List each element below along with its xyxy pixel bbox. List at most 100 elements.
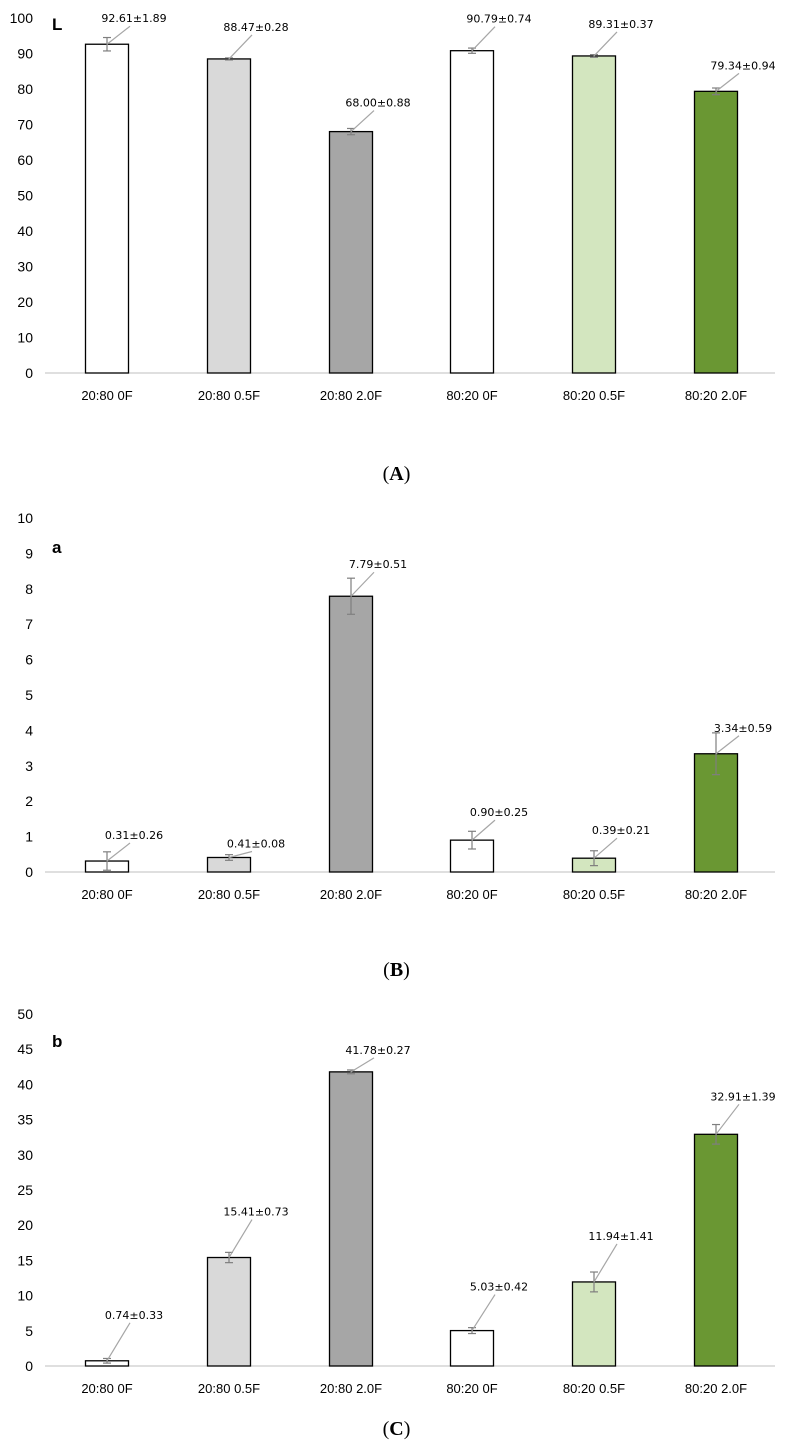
y-tick-label: 2 [25, 793, 33, 809]
y-tick-label: 15 [17, 1252, 33, 1268]
y-tick-label: 6 [25, 652, 33, 668]
x-category-label: 20:80 0F [81, 1381, 132, 1396]
x-category-label: 80:20 0.5F [563, 1381, 625, 1396]
chart-panel-b: 0 1 2 3 4 5 6 7 8 9 10 a 0.31±0.26 20:80 0F 0.41±0.08 2… [0, 505, 793, 905]
x-category-label: 80:20 0.5F [563, 388, 625, 400]
bar [449, 1329, 495, 1367]
bar [571, 1281, 617, 1367]
x-category-label: 20:80 0F [81, 887, 132, 902]
data-label: 3.34±0.59 [714, 722, 772, 735]
bar [693, 1133, 739, 1367]
data-label: 0.41±0.08 [227, 837, 285, 850]
panel-label: a [52, 538, 62, 557]
bar [449, 50, 495, 374]
x-category-label: 20:80 0.5F [198, 1381, 260, 1396]
data-label: 5.03±0.42 [470, 1281, 528, 1294]
bar [84, 43, 130, 374]
x-category-label: 20:80 0.5F [198, 887, 260, 902]
data-label: 0.90±0.25 [470, 806, 528, 819]
y-tick-label: 25 [17, 1182, 33, 1198]
y-tick-label: 0 [25, 365, 33, 381]
panel-label: b [52, 1032, 62, 1051]
y-tick-label: 35 [17, 1112, 33, 1128]
y-tick-label: 5 [25, 1323, 33, 1339]
y-tick-label: 10 [17, 330, 33, 346]
data-label-leader [471, 819, 496, 841]
data-label-leader [350, 1057, 375, 1073]
y-tick-label: 9 [25, 545, 33, 561]
y-tick-label: 8 [25, 581, 33, 597]
y-tick-label: 50 [17, 188, 33, 204]
x-category-label: 20:80 2.0F [320, 388, 382, 400]
data-label: 68.00±0.88 [345, 97, 410, 110]
bar [328, 595, 374, 873]
bar [206, 58, 252, 374]
data-label-leader [715, 1103, 740, 1135]
data-label-leader [106, 842, 131, 862]
data-label-leader [471, 26, 496, 52]
chart-panel-c: 0 5 10 15 20 25 30 35 40 45 50 b 0.74±0.33 20:80 0F 15… [0, 1000, 793, 1400]
data-label: 11.94±1.41 [588, 1230, 653, 1243]
x-category-label: 80:20 2.0F [685, 1381, 747, 1396]
y-tick-label: 80 [17, 81, 33, 97]
chart-b-svg: 0 1 2 3 4 5 6 7 8 9 10 a 0.31±0.26 20:80 0F 0.41±0.08 2… [17, 510, 775, 902]
x-category-label: 80:20 0F [446, 1381, 497, 1396]
data-label: 92.61±1.89 [101, 12, 166, 25]
y-tick-label: 50 [17, 1006, 33, 1022]
bar [693, 90, 739, 374]
y-tick-label: 0 [25, 864, 33, 880]
data-label-leader [593, 1243, 618, 1283]
bar [328, 130, 374, 374]
data-label-leader [106, 25, 131, 45]
data-label: 32.91±1.39 [710, 1090, 775, 1103]
data-label: 88.47±0.28 [223, 21, 288, 34]
data-label: 15.41±0.73 [223, 1206, 288, 1219]
data-label-leader [228, 1219, 253, 1258]
x-category-label: 20:80 0F [81, 388, 132, 400]
x-category-label: 80:20 2.0F [685, 887, 747, 902]
bar [571, 55, 617, 374]
bar [206, 1256, 252, 1367]
y-tick-label: 5 [25, 687, 33, 703]
data-label-leader [715, 72, 740, 92]
x-category-label: 80:20 0F [446, 887, 497, 902]
data-label-leader [715, 735, 740, 755]
chart-c-svg: 0 5 10 15 20 25 30 35 40 45 50 b 0.74±0.33 20:80 0F 15… [17, 1006, 775, 1396]
bar [328, 1071, 374, 1367]
y-tick-label: 40 [17, 1076, 33, 1092]
data-label: 7.79±0.51 [349, 558, 407, 571]
y-tick-label: 7 [25, 616, 33, 632]
data-label: 0.31±0.26 [105, 829, 163, 842]
y-tick-label: 70 [17, 117, 33, 133]
data-label: 89.31±0.37 [588, 18, 653, 31]
y-tick-label: 10 [17, 510, 33, 526]
y-tick-label: 20 [17, 294, 33, 310]
data-label-leader [350, 571, 375, 597]
chart-panel-a: 0 10 20 30 40 50 60 70 80 90 100 L 92.61±1.89 20:80 0… [0, 0, 793, 400]
data-label-leader [593, 837, 618, 859]
y-tick-label: 100 [10, 10, 34, 26]
data-label-leader [106, 1322, 131, 1362]
data-label-leader [228, 850, 253, 859]
caption-b: (B) [383, 959, 410, 981]
caption-c-letter: C [389, 1418, 404, 1440]
caption-b-letter: B [389, 959, 404, 981]
data-label: 41.78±0.27 [345, 1044, 410, 1057]
y-tick-label: 30 [17, 259, 33, 275]
y-tick-label: 30 [17, 1147, 33, 1163]
data-label-leader [350, 110, 375, 133]
data-label: 90.79±0.74 [466, 13, 531, 26]
chart-a-svg: 0 10 20 30 40 50 60 70 80 90 100 L 92.61±1.89 20:80 0… [10, 10, 776, 400]
y-tick-label: 60 [17, 152, 33, 168]
data-label-leader [593, 31, 618, 57]
caption-a-letter: A [389, 463, 404, 485]
data-label: 79.34±0.94 [710, 59, 775, 72]
y-tick-label: 90 [17, 46, 33, 62]
x-category-label: 20:80 0.5F [198, 388, 260, 400]
x-category-label: 80:20 2.0F [685, 388, 747, 400]
x-category-label: 80:20 0F [446, 388, 497, 400]
y-tick-label: 45 [17, 1041, 33, 1057]
x-category-label: 20:80 2.0F [320, 887, 382, 902]
y-tick-label: 3 [25, 758, 33, 774]
y-tick-label: 40 [17, 223, 33, 239]
